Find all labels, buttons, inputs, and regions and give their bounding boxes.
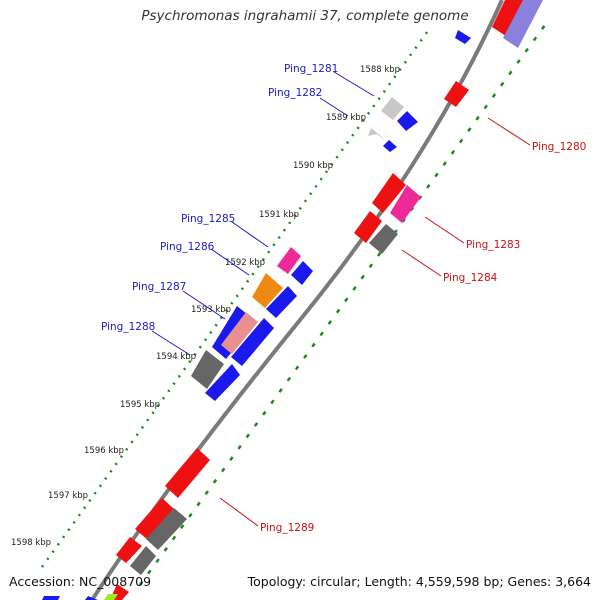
map-title: Psychromonas ingrahamii 37, complete gen… — [141, 8, 469, 24]
gene-blue-near-1282[interactable] — [383, 140, 397, 152]
leader-ping-1287 — [182, 290, 226, 320]
right-gene-labels: Ping_1280 Ping_1283 Ping_1284 Ping_1289 — [260, 141, 586, 534]
kbp-label: 1593 kbp — [191, 305, 231, 315]
outer-dotted-ticks — [40, 27, 432, 568]
gene-ping-1285[interactable] — [277, 247, 301, 274]
inner-blue-genes — [205, 30, 471, 401]
gene-label-ping-1284[interactable]: Ping_1284 — [443, 272, 498, 284]
gene-label-ping-1289[interactable]: Ping_1289 — [260, 522, 314, 534]
gene-ping-1281[interactable] — [381, 97, 404, 120]
gene-blue-near-1285[interactable] — [291, 261, 313, 285]
gene-top-red[interactable] — [492, 0, 524, 38]
gene-ping-1288[interactable] — [191, 350, 224, 389]
leader-ping-1284 — [401, 249, 442, 277]
leader-ping-1289 — [219, 497, 259, 527]
kbp-label: 1588 kbp — [360, 65, 400, 75]
kbp-label: 1594 kbp — [156, 352, 196, 362]
left-strand-genes — [191, 97, 404, 389]
left-gene-labels: Ping_1281 Ping_1282 Ping_1285 Ping_1286 … — [101, 63, 338, 333]
leader-ping-1282 — [319, 97, 349, 117]
gene-ping-1286[interactable] — [252, 273, 283, 308]
gene-top-blue[interactable] — [455, 30, 471, 44]
gene-blue-near-1288[interactable] — [205, 364, 240, 401]
gene-red-b[interactable] — [354, 211, 382, 243]
accession-text: Accession: NC_008709 — [9, 574, 152, 589]
gene-label-ping-1283[interactable]: Ping_1283 — [466, 239, 520, 251]
gene-ping-1289-a[interactable] — [165, 448, 210, 498]
inner-dashed-ticks — [138, 24, 547, 586]
gene-red-a[interactable] — [372, 173, 406, 213]
gene-green-bottom[interactable] — [104, 594, 118, 600]
gene-label-ping-1288[interactable]: Ping_1288 — [101, 321, 155, 333]
right-leader-lines — [219, 117, 531, 527]
gene-label-ping-1282[interactable]: Ping_1282 — [268, 87, 322, 99]
leader-ping-1280 — [487, 117, 531, 146]
kbp-label: 1598 kbp — [11, 538, 51, 548]
leader-ping-1283 — [424, 216, 465, 244]
gene-ping-1287-salmon[interactable] — [221, 312, 258, 354]
gene-ping-1289-b[interactable] — [135, 498, 174, 540]
gene-blue-near-1286[interactable] — [266, 286, 297, 318]
leader-ping-1281 — [333, 71, 375, 97]
gene-blue-bottom-edge[interactable] — [85, 596, 98, 600]
kbp-label: 1591 kbp — [259, 210, 299, 220]
gene-blue-bottom-left[interactable] — [42, 596, 60, 600]
gene-blue-near-1287[interactable] — [231, 318, 274, 366]
left-leader-lines — [151, 71, 375, 356]
gene-gray-bottom[interactable] — [130, 546, 156, 575]
kbp-label: 1597 kbp — [48, 491, 88, 501]
right-strand-genes — [42, 0, 543, 600]
kbp-label: 1589 kbp — [326, 113, 366, 123]
kbp-label: 1595 kbp — [120, 400, 160, 410]
topology-text: Topology: circular; Length: 4,559,598 bp… — [247, 574, 591, 589]
leader-ping-1286 — [210, 248, 250, 276]
outer-tick-track — [40, 27, 432, 568]
gene-ping-1284[interactable] — [369, 224, 398, 254]
gene-ping-1280[interactable] — [444, 81, 469, 107]
gene-label-ping-1285[interactable]: Ping_1285 — [181, 213, 235, 225]
kbp-label: 1596 kbp — [84, 446, 124, 456]
gene-red-lower[interactable] — [116, 537, 142, 563]
gene-label-ping-1286[interactable]: Ping_1286 — [160, 241, 215, 253]
gene-top-lavender[interactable] — [503, 0, 543, 48]
gene-ping-1282[interactable] — [368, 128, 385, 140]
gene-label-ping-1281[interactable]: Ping_1281 — [284, 63, 338, 75]
gene-gray-lower[interactable] — [146, 508, 187, 550]
kbp-labels: 1588 kbp 1589 kbp 1590 kbp 1591 kbp 1592… — [11, 65, 400, 548]
gene-label-ping-1287[interactable]: Ping_1287 — [132, 281, 186, 293]
leader-ping-1288 — [151, 330, 191, 356]
gene-label-ping-1280[interactable]: Ping_1280 — [532, 141, 586, 153]
gene-blue-near-1281[interactable] — [397, 111, 418, 131]
gene-ping-1283[interactable] — [390, 185, 421, 223]
kbp-label: 1590 kbp — [293, 161, 333, 171]
leader-ping-1285 — [231, 221, 269, 248]
inner-tick-track — [138, 24, 547, 586]
kbp-label: 1592 kbp — [225, 258, 265, 268]
